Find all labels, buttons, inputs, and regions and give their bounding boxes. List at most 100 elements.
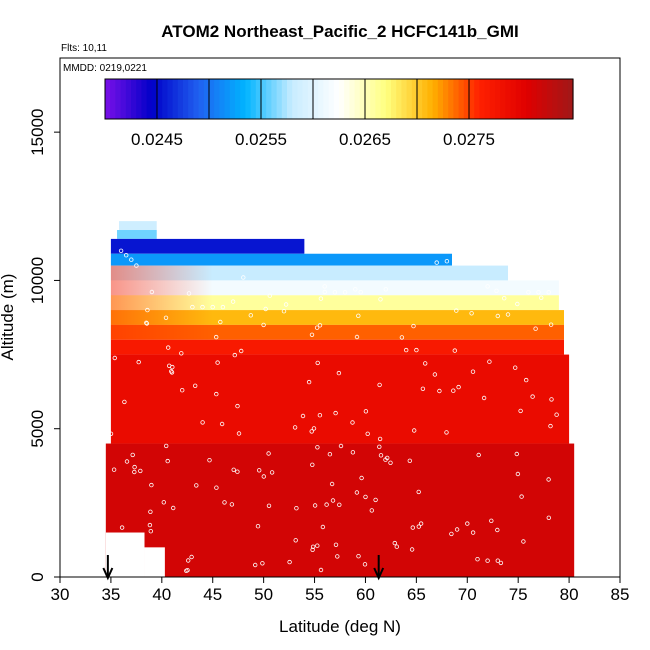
sample-point xyxy=(218,319,223,325)
colorbar-tick-label: 0.0275 xyxy=(443,130,495,149)
sample-point xyxy=(338,443,344,449)
sample-point xyxy=(236,431,242,436)
sample-point xyxy=(129,257,134,262)
date-annotation: MMDD: 0219,0221 xyxy=(63,63,147,74)
sample-point xyxy=(378,453,384,458)
sample-point xyxy=(434,260,439,265)
sample-point xyxy=(342,290,348,295)
colorbar-segment xyxy=(385,79,392,119)
heatmap-cell xyxy=(117,230,157,239)
colorbar-segment xyxy=(375,79,382,119)
sample-point xyxy=(214,391,219,397)
sample-point xyxy=(132,464,137,470)
sample-point xyxy=(294,506,299,511)
colorbar-segment xyxy=(552,79,558,119)
y-tick-label: 5000 xyxy=(28,410,47,448)
sample-point xyxy=(215,360,220,365)
x-tick-label: 75 xyxy=(509,585,528,604)
colorbar-segment xyxy=(453,79,460,119)
sample-point xyxy=(454,527,460,532)
sample-point xyxy=(169,370,175,375)
sample-point xyxy=(310,462,315,467)
colorbar-segment xyxy=(484,79,491,119)
southern-fade xyxy=(110,265,213,340)
sample-point xyxy=(269,470,275,475)
sample-point xyxy=(257,468,262,473)
sample-point xyxy=(108,431,114,436)
arrow-markers xyxy=(102,555,385,581)
colorbar-segment xyxy=(521,79,527,119)
sample-point xyxy=(138,468,143,474)
colorbar-segment xyxy=(219,79,226,119)
colorbar-segment xyxy=(510,79,517,119)
sample-point xyxy=(365,431,370,436)
colorbar-segment xyxy=(183,79,189,119)
sample-point xyxy=(530,394,535,399)
sample-point xyxy=(420,386,426,391)
colorbar-segment xyxy=(328,79,335,119)
colorbar-segment xyxy=(354,79,361,119)
sample-point xyxy=(409,547,415,552)
colorbar-segment xyxy=(209,79,215,119)
y-tick-label: 15000 xyxy=(28,109,47,156)
sample-point xyxy=(495,313,500,319)
sample-points xyxy=(108,248,559,573)
colorbar-segment xyxy=(276,79,283,119)
sample-point xyxy=(515,301,520,307)
colorbar-segment xyxy=(120,79,127,119)
sample-point xyxy=(353,287,358,292)
sample-point xyxy=(332,290,338,295)
sample-point xyxy=(263,306,268,312)
sample-point xyxy=(359,475,364,481)
x-axis-title: Latitude (deg N) xyxy=(279,617,401,636)
sample-point xyxy=(546,290,551,295)
sample-point xyxy=(502,296,507,301)
sample-point xyxy=(330,498,336,503)
sample-point xyxy=(369,508,374,513)
colorbar-segment xyxy=(235,79,241,119)
sample-point xyxy=(548,322,554,327)
x-tick-label: 55 xyxy=(305,585,324,604)
sample-point xyxy=(232,352,237,358)
sample-point xyxy=(377,436,383,442)
sample-point xyxy=(354,334,360,340)
sample-point xyxy=(149,482,154,488)
x-tick-label: 35 xyxy=(101,585,120,604)
sample-point xyxy=(185,568,190,573)
colorbar-segment xyxy=(359,79,366,119)
sample-point xyxy=(526,290,531,295)
sample-point xyxy=(132,469,137,475)
sample-point xyxy=(475,557,480,562)
sample-point xyxy=(255,524,261,529)
sample-point xyxy=(469,311,474,316)
sample-point xyxy=(312,503,318,508)
sample-point xyxy=(309,429,314,434)
heatmap-cell xyxy=(110,280,559,296)
y-tick-label: 0 xyxy=(28,572,47,581)
colorbar-segment xyxy=(255,79,262,119)
sample-point xyxy=(123,252,129,258)
sample-point xyxy=(481,395,487,401)
colorbar-tick-label: 0.0265 xyxy=(339,130,391,149)
sample-point xyxy=(222,500,227,505)
sample-point xyxy=(539,295,544,300)
sample-point xyxy=(235,469,240,474)
sample-point xyxy=(309,332,315,337)
sample-point xyxy=(315,360,320,366)
sample-point xyxy=(470,369,476,374)
sample-point xyxy=(358,290,363,295)
sample-point xyxy=(165,458,170,464)
sample-point xyxy=(524,377,529,383)
heatmap-cell xyxy=(110,354,570,444)
sample-point xyxy=(356,313,361,318)
sample-point xyxy=(163,443,169,449)
heatmap-cell xyxy=(110,253,452,266)
sample-point xyxy=(411,323,416,329)
sample-point xyxy=(392,540,397,546)
sample-point xyxy=(549,397,554,402)
colorbar-segment xyxy=(157,79,163,119)
x-tick-label: 65 xyxy=(407,585,426,604)
sample-point xyxy=(519,494,524,499)
sample-point xyxy=(432,372,438,377)
sample-point xyxy=(230,299,236,304)
